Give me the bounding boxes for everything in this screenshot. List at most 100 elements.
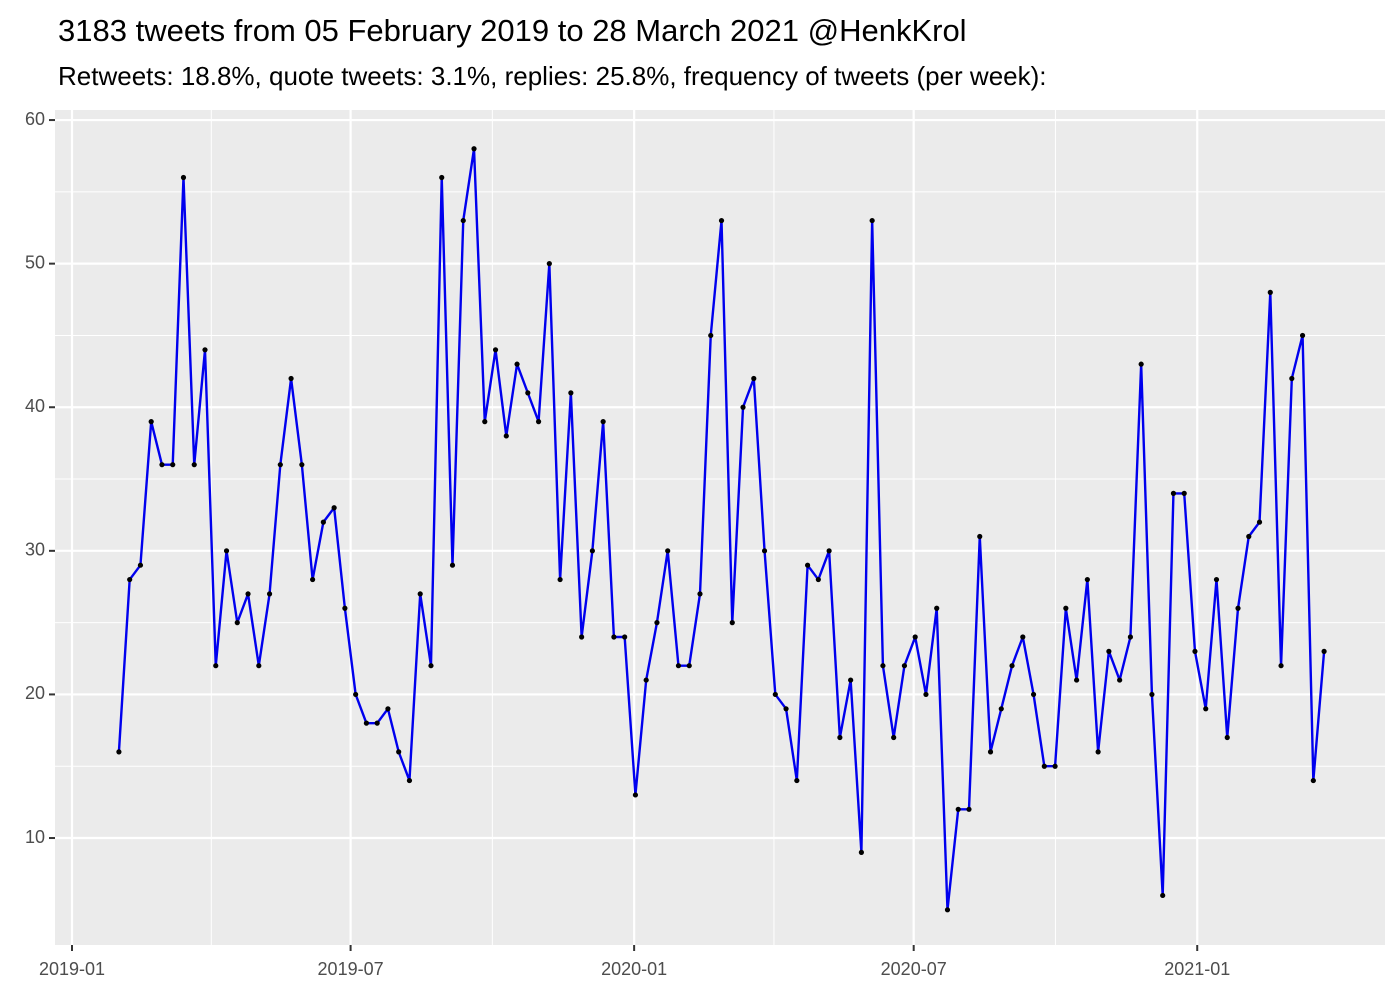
- point: [234, 620, 240, 626]
- point: [417, 591, 423, 597]
- point: [503, 433, 509, 439]
- point: [1127, 634, 1134, 640]
- point: [1063, 605, 1069, 611]
- x-tick-label: 2019-01: [39, 959, 105, 979]
- point: [1192, 648, 1198, 654]
- point: [116, 749, 122, 755]
- point: [1299, 332, 1306, 339]
- point: [363, 720, 370, 726]
- point: [1149, 691, 1155, 698]
- point: [697, 591, 703, 597]
- chart-subtitle: Retweets: 18.8%, quote tweets: 3.1%, rep…: [58, 61, 1047, 91]
- x-tick-label: 2020-07: [881, 959, 947, 979]
- x-tick-label: 2020-01: [601, 959, 667, 979]
- point: [1246, 533, 1252, 540]
- point: [622, 634, 628, 640]
- point: [987, 749, 994, 755]
- point: [288, 375, 294, 382]
- chart-title: 3183 tweets from 05 February 2019 to 28 …: [58, 13, 967, 48]
- point: [686, 663, 692, 669]
- point: [1106, 648, 1112, 654]
- point: [1278, 663, 1284, 669]
- y-tick-label: 10: [25, 827, 45, 847]
- point: [1041, 763, 1047, 769]
- y-tick-label: 50: [25, 252, 45, 272]
- point: [675, 663, 682, 669]
- point: [449, 562, 456, 568]
- point: [783, 706, 789, 712]
- point: [772, 691, 778, 698]
- point: [1267, 289, 1273, 295]
- point: [654, 620, 660, 626]
- point: [815, 576, 821, 583]
- point: [557, 576, 563, 583]
- point: [1321, 648, 1327, 654]
- point: [320, 519, 326, 525]
- point: [406, 777, 413, 784]
- point: [869, 217, 875, 224]
- point: [1138, 361, 1144, 367]
- point: [159, 462, 165, 468]
- point: [579, 634, 585, 640]
- point: [998, 706, 1004, 712]
- point: [611, 634, 617, 640]
- point: [127, 576, 133, 583]
- point: [546, 261, 552, 267]
- point: [632, 792, 639, 798]
- point: [1020, 634, 1026, 640]
- point: [492, 347, 499, 353]
- point: [1289, 375, 1295, 382]
- point: [1117, 677, 1123, 683]
- point: [1084, 576, 1090, 583]
- point: [1052, 763, 1058, 769]
- point: [342, 605, 348, 611]
- point: [256, 663, 262, 669]
- point: [266, 591, 273, 597]
- point: [826, 548, 832, 554]
- point: [1256, 519, 1263, 525]
- point: [740, 404, 746, 410]
- point: [1224, 734, 1230, 741]
- point: [439, 174, 445, 181]
- point: [310, 576, 316, 583]
- point: [331, 505, 337, 511]
- point: [191, 462, 197, 468]
- point: [148, 418, 154, 425]
- point: [600, 418, 606, 425]
- point: [1160, 892, 1166, 899]
- y-tick-label: 40: [25, 396, 45, 416]
- point: [482, 418, 488, 425]
- point: [245, 591, 251, 597]
- point: [460, 217, 466, 224]
- point: [374, 720, 380, 726]
- point: [277, 462, 283, 468]
- point: [353, 691, 359, 698]
- point: [525, 390, 531, 396]
- point: [751, 375, 757, 382]
- point: [804, 562, 811, 568]
- point: [299, 462, 305, 468]
- x-tick-label: 2021-01: [1164, 959, 1230, 979]
- point: [923, 691, 929, 698]
- point: [396, 749, 402, 755]
- point: [1095, 749, 1101, 755]
- point: [1030, 691, 1037, 698]
- point: [944, 907, 951, 913]
- point: [1235, 605, 1241, 611]
- point: [589, 548, 595, 554]
- point: [514, 361, 520, 367]
- point: [1170, 490, 1177, 496]
- point: [202, 347, 208, 353]
- point: [1181, 490, 1187, 496]
- point: [428, 663, 434, 669]
- point: [718, 217, 725, 224]
- point: [1203, 706, 1209, 712]
- point: [934, 605, 940, 611]
- point: [966, 806, 972, 812]
- point: [977, 533, 983, 540]
- point: [912, 634, 918, 640]
- point: [223, 548, 230, 554]
- point: [955, 806, 961, 812]
- point: [761, 548, 768, 554]
